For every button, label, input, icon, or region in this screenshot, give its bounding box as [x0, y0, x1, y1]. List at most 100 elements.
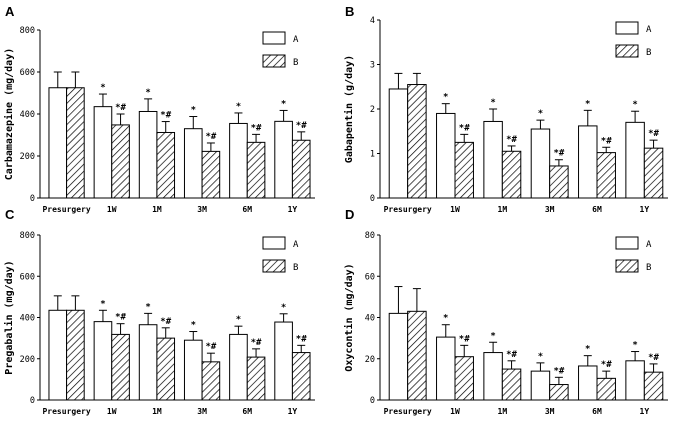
- significance-mark: *#: [296, 121, 307, 131]
- significance-mark: *: [538, 352, 543, 362]
- y-axis-label: Carbamazepine (mg/day): [3, 48, 15, 180]
- bar-a: [578, 125, 598, 199]
- bar-b: [291, 139, 311, 199]
- significance-mark: *: [538, 109, 543, 119]
- x-tick-label: Presurgery: [384, 205, 432, 214]
- significance-mark: *: [443, 314, 448, 324]
- bar-b: [111, 333, 130, 401]
- bar-b: [111, 124, 130, 199]
- legend-swatch-a: [262, 236, 286, 250]
- bar-a: [274, 120, 293, 199]
- significance-mark: *#: [506, 135, 517, 145]
- panel-a: A 0 200 400 600 800 Carbamazepine (mg/day) Pres…: [3, 4, 315, 214]
- y-tick-label: 1: [370, 150, 375, 160]
- panel-b: B 0 1 2 3 4 Gabapentin (g/day) Presurgery 1W * *# 1…: [343, 4, 668, 214]
- x-tick-label: 3M: [197, 407, 207, 416]
- significance-mark: *#: [459, 123, 470, 133]
- bar-a: [183, 339, 203, 401]
- x-tick-label: 3M: [545, 205, 555, 214]
- bar-b: [246, 141, 266, 199]
- significance-mark: *#: [459, 334, 470, 344]
- bar-b: [246, 356, 266, 401]
- significance-mark: *#: [205, 342, 216, 352]
- significance-mark: *#: [506, 350, 517, 360]
- legend-swatch-b: [615, 259, 639, 273]
- panel-b-letter: B: [345, 4, 354, 19]
- significance-mark: *: [281, 99, 286, 109]
- bar-b: [454, 356, 474, 401]
- legend-swatch-a: [262, 31, 286, 45]
- significance-mark: *#: [648, 129, 659, 139]
- panel-d-letter: D: [345, 207, 354, 222]
- significance-mark: *#: [648, 353, 659, 363]
- x-tick-label: 1Y: [640, 407, 650, 416]
- x-tick-label: 6M: [592, 205, 602, 214]
- bar-b: [643, 371, 664, 401]
- legend-label-a: A: [646, 240, 652, 250]
- y-tick-label: 400: [20, 314, 35, 324]
- x-tick-label: 1M: [152, 407, 162, 416]
- panel-a-letter: A: [5, 4, 15, 19]
- y-tick-label: 3: [370, 61, 375, 71]
- y-tick-label: 800: [20, 231, 35, 241]
- x-tick-label: 6M: [242, 205, 252, 214]
- bar-a: [483, 120, 503, 199]
- y-tick-label: 200: [20, 152, 35, 162]
- x-tick-label: Presurgery: [42, 407, 90, 416]
- significance-mark: *#: [251, 338, 262, 348]
- x-tick-label: 1W: [450, 407, 460, 416]
- significance-mark: *: [281, 303, 286, 313]
- bar-a: [436, 336, 456, 401]
- bar-a: [578, 365, 598, 401]
- bar-a: [48, 309, 68, 401]
- y-tick-label: 600: [20, 272, 35, 282]
- significance-mark: *: [191, 321, 196, 331]
- y-tick-label: 400: [20, 110, 35, 120]
- significance-mark: *: [100, 83, 105, 93]
- significance-mark: *: [145, 88, 150, 98]
- bar-b: [407, 84, 427, 199]
- significance-mark: *: [490, 98, 495, 108]
- significance-mark: *#: [601, 136, 612, 146]
- bar-a: [93, 321, 113, 401]
- x-tick-label: 6M: [592, 407, 602, 416]
- x-tick-label: 1M: [498, 407, 508, 416]
- legend-label-b: B: [293, 263, 298, 273]
- significance-mark: *: [100, 299, 105, 309]
- panel-c-letter: C: [5, 207, 15, 222]
- y-tick-label: 0: [370, 194, 375, 204]
- legend-label-a: A: [293, 35, 299, 45]
- legend-label-b: B: [646, 263, 651, 273]
- y-tick-label: 4: [370, 16, 375, 26]
- legend-swatch-b: [262, 259, 286, 273]
- bar-b: [501, 150, 522, 199]
- significance-mark: *#: [205, 132, 216, 142]
- legend-swatch-a: [615, 21, 639, 35]
- x-tick-label: 1M: [498, 205, 508, 214]
- x-tick-label: 1Y: [640, 205, 650, 214]
- bar-a: [138, 110, 158, 199]
- significance-mark: *#: [553, 366, 564, 376]
- bar-a: [138, 324, 158, 401]
- bar-b: [407, 310, 427, 401]
- y-tick-label: 40: [365, 314, 375, 324]
- bar-a: [388, 88, 409, 199]
- panel-c: C 0 200 400 600 800 Pregabalin (mg/day) Presurg…: [3, 207, 315, 416]
- y-tick-label: 800: [20, 26, 35, 36]
- bar-a: [229, 122, 248, 199]
- legend-label-b: B: [646, 48, 651, 58]
- significance-mark: *: [490, 331, 495, 341]
- panel-d: D 0 20 40 60 80 Oxycontin (mg/day) Presurgery 1W…: [343, 207, 668, 416]
- x-tick-label: 1M: [152, 205, 162, 214]
- x-tick-label: 1Y: [288, 407, 298, 416]
- bar-a: [388, 312, 409, 401]
- y-axis-label: Gabapentin (g/day): [343, 55, 355, 163]
- bar-b: [501, 368, 522, 401]
- x-tick-label: 1W: [450, 205, 460, 214]
- significance-mark: *: [585, 345, 590, 355]
- significance-mark: *#: [115, 103, 126, 113]
- bar-b: [156, 337, 176, 401]
- y-tick-label: 60: [365, 272, 375, 282]
- bar-b: [596, 152, 616, 199]
